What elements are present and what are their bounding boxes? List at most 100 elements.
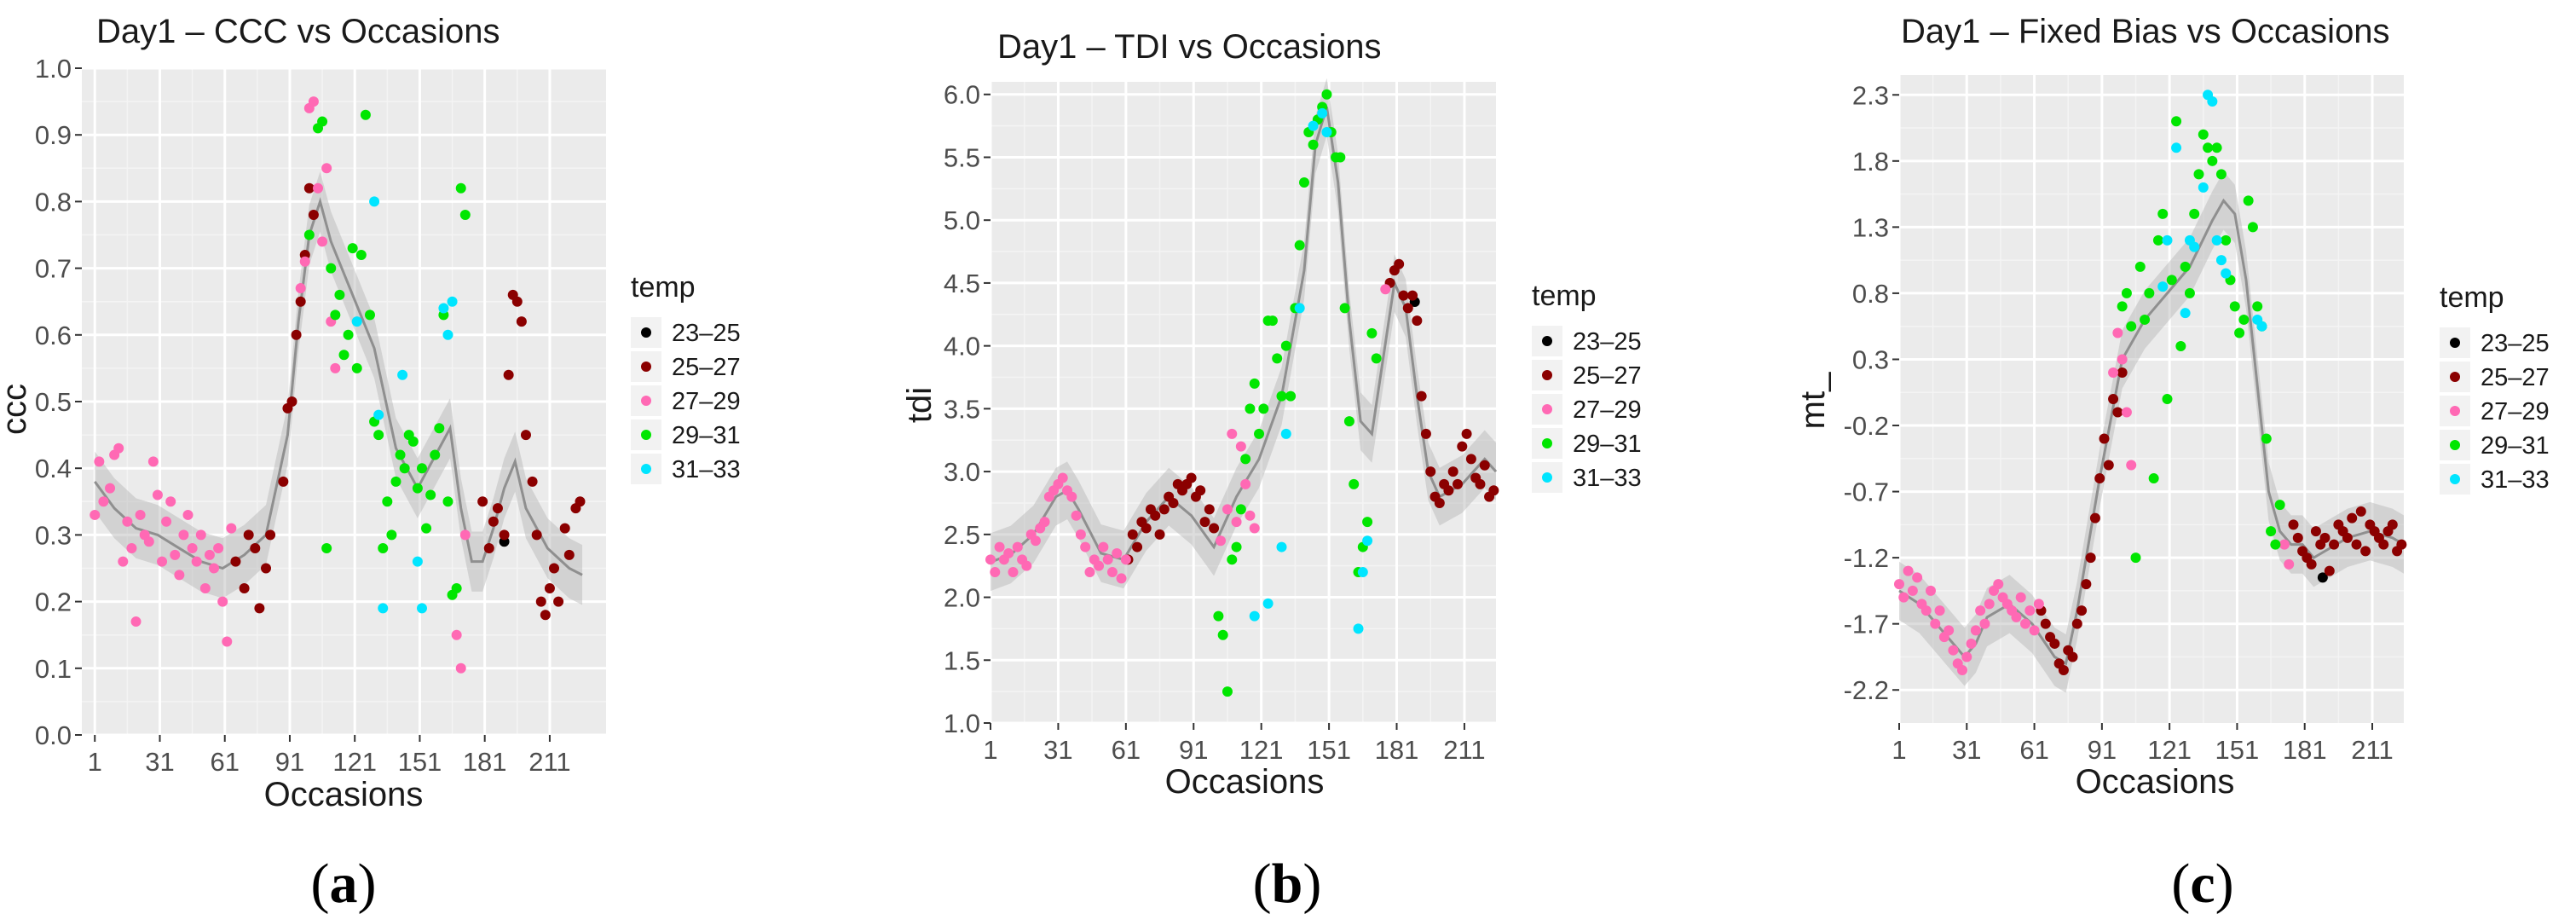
data-point-29–31: [1366, 327, 1378, 338]
data-point-27–29: [313, 182, 324, 194]
data-point-25–27: [1465, 454, 1476, 465]
data-point-27–29: [1098, 541, 1109, 552]
data-point-27–29: [90, 509, 101, 520]
data-point-27–29: [2011, 611, 2022, 622]
data-point-29–31: [2266, 526, 2277, 537]
data-point-27–29: [1235, 441, 1246, 452]
panel-a-x-axis-label: Occasions: [264, 776, 424, 813]
data-point-25–27: [291, 329, 302, 340]
data-point-25–27: [559, 523, 570, 534]
data-point-25–27: [2351, 539, 2362, 550]
x-tick-label: 151: [1307, 735, 1351, 765]
legend-label: 27–29: [672, 388, 741, 415]
data-point-31–33: [1353, 623, 1364, 634]
y-tick-label: 0.1: [35, 654, 72, 684]
data-point-31–33: [1294, 303, 1305, 314]
legend-key-27–29: [1542, 404, 1552, 414]
data-point-27–29: [2117, 354, 2128, 365]
data-point-25–27: [1158, 504, 1170, 515]
y-tick-label: 1.5: [944, 645, 980, 675]
data-point-29–31: [1227, 554, 1238, 565]
data-point-27–29: [1934, 605, 1945, 616]
x-tick-label: 121: [332, 747, 377, 777]
data-point-29–31: [1321, 89, 1332, 100]
data-point-25–27: [2112, 407, 2123, 418]
data-point-25–27: [1204, 504, 1215, 515]
legend-label: 23–25: [1573, 328, 1642, 356]
panel-b-y-ticks: 1.0 1.5 2.0 2.5 3.0 3.5 4.0 4.5 5.0 5.5 6.0: [944, 80, 991, 738]
panel-c-x-ticks: 1 31 61 91 121 151 181 211: [1892, 723, 2394, 765]
data-point-29–31: [1272, 353, 1283, 364]
data-point-25–27: [544, 582, 555, 593]
data-point-29–31: [382, 496, 393, 507]
data-point-27–29: [1106, 567, 1118, 578]
panel-a-legend: temp 23–25 25–27 27–29 29–31 31–33: [631, 271, 741, 484]
data-point-27–29: [195, 529, 206, 541]
y-tick-label: 2.0: [944, 583, 980, 613]
data-point-29–31: [2234, 327, 2245, 338]
data-point-27–29: [2015, 592, 2026, 603]
data-point-27–29: [187, 543, 198, 554]
y-tick-label: 0.8: [1852, 279, 1889, 309]
data-point-25–27: [2049, 638, 2060, 649]
data-point-29–31: [1349, 478, 1360, 489]
data-point-31–33: [1321, 126, 1332, 137]
y-tick-label: -1.7: [1844, 610, 1889, 639]
legend-label: 23–25: [672, 320, 741, 347]
y-tick-label: 2.3: [1852, 80, 1889, 110]
data-point-25–27: [2319, 532, 2331, 543]
data-point-27–29: [1944, 625, 1955, 636]
panel-c-x-axis-label: Occasions: [2076, 763, 2235, 801]
data-point-25–27: [2329, 539, 2340, 550]
data-point-27–29: [94, 456, 105, 467]
data-point-25–27: [1199, 517, 1210, 528]
legend-label: 29–31: [1573, 431, 1642, 458]
data-point-27–29: [1957, 664, 1967, 675]
caption-c-close: ): [2215, 853, 2234, 914]
legend-key-29–31: [2450, 440, 2460, 450]
data-point-29–31: [378, 543, 389, 554]
data-point-25–27: [1461, 428, 1472, 439]
data-point-27–29: [182, 509, 193, 520]
panel-b-legend: temp 23–25 25–27 27–29 29–31 31–33: [1532, 280, 1642, 493]
x-tick-label: 61: [2019, 735, 2048, 765]
data-point-27–29: [1894, 579, 1904, 590]
data-point-27–29: [1112, 547, 1123, 558]
data-point-27–29: [985, 554, 996, 565]
data-point-27–29: [147, 456, 159, 467]
data-point-27–29: [321, 163, 332, 174]
legend-key-25–27: [2450, 372, 2460, 382]
data-point-29–31: [2166, 275, 2177, 286]
caption-a-open: (: [311, 853, 330, 914]
x-tick-label: 1: [983, 735, 997, 765]
data-point-25–27: [2396, 539, 2407, 550]
data-point-27–29: [1084, 567, 1095, 578]
data-point-25–27: [549, 563, 560, 574]
data-point-25–27: [2288, 519, 2299, 530]
data-point-25–27: [2081, 579, 2092, 590]
data-point-27–29: [1071, 510, 1082, 521]
panel-a-grid: [82, 67, 606, 737]
data-point-25–27: [2103, 460, 2114, 471]
data-point-25–27: [1394, 258, 1405, 269]
data-point-25–27: [2387, 519, 2398, 530]
x-tick-label: 31: [1043, 735, 1072, 765]
data-point-29–31: [399, 463, 410, 474]
x-tick-label: 61: [210, 747, 239, 777]
y-tick-label: 4.0: [944, 332, 980, 362]
data-point-25–27: [254, 603, 265, 614]
data-point-27–29: [118, 556, 129, 567]
data-point-29–31: [2193, 169, 2204, 180]
data-point-29–31: [2229, 301, 2240, 312]
data-point-25–27: [2089, 512, 2100, 524]
legend-key-25–27: [641, 362, 651, 372]
data-point-29–31: [1285, 390, 1297, 402]
data-point-25–27: [1416, 390, 1427, 402]
data-point-29–31: [1343, 416, 1354, 427]
data-point-27–29: [1012, 541, 1023, 552]
data-point-27–29: [199, 582, 211, 593]
data-point-27–29: [178, 529, 189, 541]
caption-b: (b): [1253, 853, 1322, 914]
data-point-27–29: [1021, 560, 1032, 571]
panel-c-legend-title: temp: [2440, 281, 2504, 314]
